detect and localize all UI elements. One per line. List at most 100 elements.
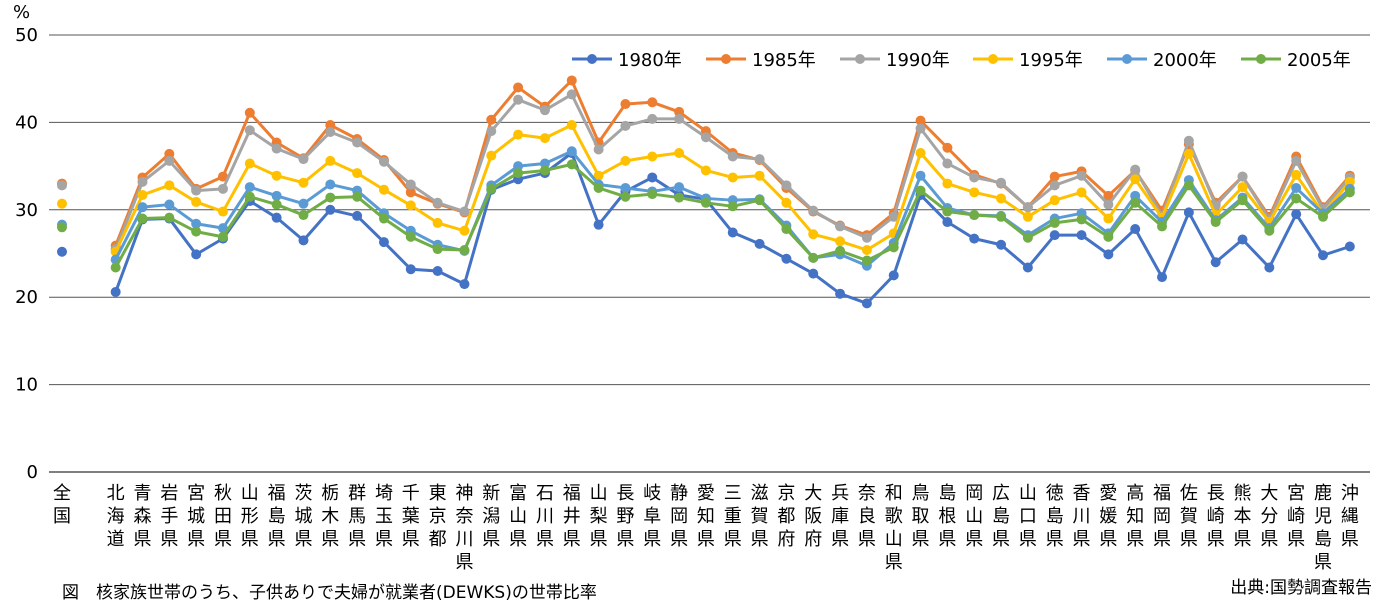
data-point	[325, 127, 336, 138]
data-point	[727, 227, 738, 238]
data-point	[1183, 148, 1194, 159]
x-tick-label: 和歌山県	[885, 483, 903, 573]
data-point	[915, 170, 926, 181]
data-point	[459, 225, 470, 236]
x-tick-label: 富山県	[509, 483, 527, 550]
x-tick-label: 秋田県	[214, 483, 232, 550]
data-point	[1183, 180, 1194, 191]
data-point	[325, 204, 336, 215]
data-point	[1264, 262, 1275, 273]
data-point	[781, 197, 792, 208]
data-point	[727, 172, 738, 183]
legend-label: 1990年	[886, 50, 950, 71]
data-point	[566, 146, 577, 157]
data-point	[513, 82, 524, 93]
data-point	[647, 189, 658, 200]
legend-marker	[855, 54, 865, 64]
data-point	[1157, 221, 1168, 232]
data-point	[593, 182, 604, 193]
x-tick-label: 山形県	[241, 483, 259, 550]
data-point	[1049, 171, 1060, 182]
data-point	[57, 180, 67, 191]
data-point	[808, 268, 819, 279]
data-point	[835, 288, 846, 299]
data-point	[566, 120, 577, 131]
data-point	[1130, 164, 1141, 175]
data-point	[1076, 214, 1087, 225]
data-point	[1130, 197, 1141, 208]
data-point	[620, 191, 631, 202]
data-point	[110, 286, 121, 297]
data-point	[217, 171, 228, 182]
data-point	[325, 179, 336, 190]
data-point	[1049, 195, 1060, 206]
x-tick-label: 高知県	[1126, 483, 1144, 550]
data-point	[888, 242, 899, 253]
data-point	[1210, 257, 1221, 268]
data-point	[405, 231, 416, 242]
data-point	[1291, 209, 1302, 220]
legend-label: 2000年	[1153, 50, 1217, 71]
data-point	[1318, 211, 1329, 222]
data-point	[405, 264, 416, 275]
data-point	[486, 126, 497, 137]
data-point	[244, 182, 255, 193]
data-point	[352, 191, 363, 202]
data-point	[1022, 262, 1033, 273]
data-point	[835, 245, 846, 256]
data-point	[191, 249, 202, 260]
x-tick-label: 静岡県	[670, 483, 688, 550]
data-point	[754, 170, 765, 181]
data-point	[164, 148, 175, 159]
data-point	[754, 195, 765, 206]
data-point	[969, 187, 980, 198]
data-point	[459, 206, 470, 217]
x-tick-label: 北海道	[107, 483, 125, 550]
x-tick-label: 香川県	[1073, 483, 1091, 550]
data-point	[137, 189, 148, 200]
data-point	[57, 198, 67, 209]
x-tick-label: 島根県	[938, 483, 956, 550]
x-tick-label: 全国	[53, 483, 71, 527]
data-point	[298, 235, 309, 246]
data-point	[513, 161, 524, 172]
data-point	[1291, 193, 1302, 204]
data-point	[378, 156, 389, 167]
data-point	[566, 159, 577, 170]
data-point	[1103, 249, 1114, 260]
data-point	[137, 202, 148, 213]
legend-label: 1995年	[1019, 50, 1083, 71]
data-point	[969, 210, 980, 221]
data-point	[754, 238, 765, 249]
data-point	[1049, 230, 1060, 241]
data-point	[1130, 190, 1141, 201]
data-point	[1076, 170, 1087, 181]
x-tick-label: 大分県	[1260, 483, 1278, 550]
data-point	[674, 182, 685, 193]
figure-caption: 図 核家族世帯のうち、子供ありで夫婦が就業者(DEWKS)の世帯比率	[62, 583, 597, 603]
source-note: 出典:国勢調査報告	[1230, 578, 1372, 598]
data-point	[298, 177, 309, 188]
data-point	[835, 221, 846, 232]
data-point	[620, 182, 631, 193]
data-point	[969, 233, 980, 244]
data-point	[727, 151, 738, 162]
data-point	[271, 170, 282, 181]
x-tick-label: 岡山県	[965, 483, 983, 550]
data-point	[57, 246, 67, 257]
x-tick-label: 広島県	[992, 483, 1010, 550]
data-point	[566, 75, 577, 86]
data-point	[647, 151, 658, 162]
data-point	[432, 244, 443, 255]
x-tick-label: 愛媛県	[1099, 483, 1117, 550]
legend-marker	[1256, 54, 1266, 64]
x-tick-label: 長野県	[616, 483, 634, 550]
data-point	[217, 206, 228, 217]
data-point	[1022, 232, 1033, 243]
data-point	[1344, 176, 1355, 187]
data-point	[539, 105, 550, 116]
data-point	[942, 217, 953, 228]
data-point	[137, 213, 148, 224]
data-point	[217, 231, 228, 242]
data-point	[808, 229, 819, 240]
